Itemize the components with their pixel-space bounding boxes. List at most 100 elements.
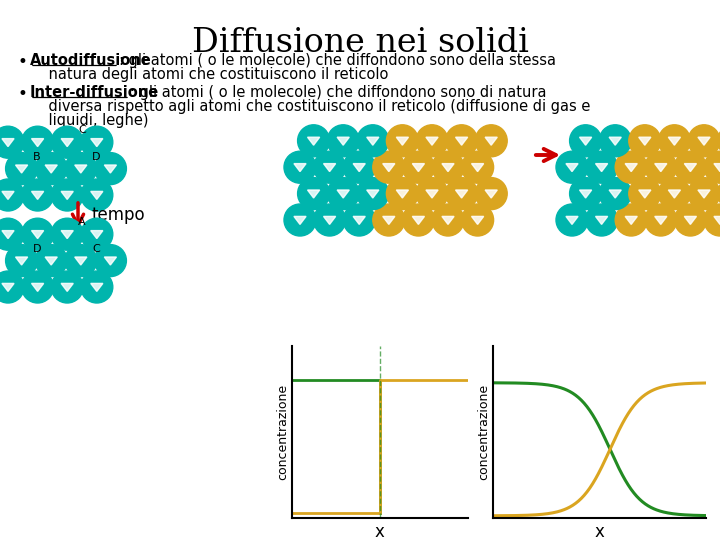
Polygon shape	[698, 137, 710, 145]
Circle shape	[446, 125, 477, 157]
Polygon shape	[32, 139, 44, 146]
Circle shape	[81, 271, 113, 303]
Circle shape	[94, 245, 127, 276]
Polygon shape	[32, 231, 44, 239]
Polygon shape	[323, 164, 336, 172]
Circle shape	[416, 178, 448, 210]
Polygon shape	[61, 191, 73, 199]
Polygon shape	[580, 137, 592, 145]
Text: Autodiffusione: Autodiffusione	[30, 53, 152, 68]
Polygon shape	[353, 164, 365, 172]
Circle shape	[35, 153, 67, 185]
Polygon shape	[104, 257, 117, 265]
Circle shape	[570, 178, 602, 210]
Polygon shape	[61, 231, 73, 239]
Polygon shape	[294, 164, 306, 172]
Circle shape	[51, 218, 84, 250]
Circle shape	[475, 125, 507, 157]
Circle shape	[658, 125, 690, 157]
Polygon shape	[91, 231, 103, 239]
Polygon shape	[383, 164, 395, 172]
Text: liquidi, leghe): liquidi, leghe)	[30, 113, 148, 128]
Circle shape	[22, 179, 53, 211]
Text: •: •	[18, 53, 28, 71]
Circle shape	[615, 204, 647, 236]
Circle shape	[357, 178, 389, 210]
Polygon shape	[485, 137, 498, 145]
Circle shape	[22, 126, 53, 158]
Circle shape	[284, 151, 316, 183]
Polygon shape	[45, 257, 58, 265]
Circle shape	[0, 179, 24, 211]
Polygon shape	[566, 164, 578, 172]
Polygon shape	[294, 217, 306, 225]
Polygon shape	[61, 139, 73, 146]
Circle shape	[314, 204, 346, 236]
Circle shape	[446, 178, 477, 210]
Polygon shape	[383, 217, 395, 225]
Circle shape	[81, 218, 113, 250]
Polygon shape	[337, 190, 349, 198]
Circle shape	[629, 125, 661, 157]
Text: Diffusione nei solidi: Diffusione nei solidi	[192, 27, 528, 59]
Circle shape	[718, 125, 720, 157]
Circle shape	[51, 271, 84, 303]
Polygon shape	[456, 137, 468, 145]
Polygon shape	[668, 137, 680, 145]
Polygon shape	[91, 284, 103, 292]
Polygon shape	[307, 137, 320, 145]
Text: D: D	[92, 152, 101, 162]
Circle shape	[65, 153, 96, 185]
Circle shape	[357, 125, 389, 157]
Circle shape	[432, 204, 464, 236]
Circle shape	[81, 179, 113, 211]
Polygon shape	[595, 164, 608, 172]
Circle shape	[402, 151, 434, 183]
Polygon shape	[413, 164, 425, 172]
Circle shape	[402, 204, 434, 236]
Circle shape	[645, 204, 677, 236]
Polygon shape	[639, 137, 651, 145]
Circle shape	[65, 245, 96, 276]
Polygon shape	[61, 284, 73, 292]
Circle shape	[387, 178, 418, 210]
Circle shape	[704, 204, 720, 236]
Circle shape	[373, 151, 405, 183]
Circle shape	[704, 151, 720, 183]
Text: natura degli atomi che costituiscono il reticolo: natura degli atomi che costituiscono il …	[30, 67, 388, 82]
Circle shape	[688, 125, 720, 157]
Polygon shape	[323, 217, 336, 225]
Text: : gli atomi ( o le molecole) che diffondono sono di natura: : gli atomi ( o le molecole) che diffond…	[130, 85, 546, 100]
Circle shape	[51, 179, 84, 211]
Text: D: D	[33, 244, 41, 254]
Polygon shape	[91, 139, 103, 146]
Polygon shape	[485, 190, 498, 198]
Polygon shape	[337, 137, 349, 145]
Text: A: A	[78, 218, 86, 227]
Polygon shape	[2, 191, 14, 199]
Circle shape	[327, 125, 359, 157]
Circle shape	[0, 126, 24, 158]
Polygon shape	[366, 137, 379, 145]
Polygon shape	[45, 165, 58, 173]
Polygon shape	[91, 191, 103, 199]
Text: Inter-diffusione: Inter-diffusione	[30, 85, 159, 100]
Circle shape	[0, 218, 24, 250]
Polygon shape	[714, 217, 720, 225]
Polygon shape	[2, 139, 14, 146]
Polygon shape	[413, 217, 425, 225]
Circle shape	[6, 245, 37, 276]
Circle shape	[629, 178, 661, 210]
Circle shape	[718, 178, 720, 210]
Circle shape	[556, 151, 588, 183]
Circle shape	[615, 151, 647, 183]
Circle shape	[0, 271, 24, 303]
Circle shape	[22, 271, 53, 303]
Circle shape	[570, 125, 602, 157]
Polygon shape	[472, 164, 484, 172]
X-axis label: x: x	[375, 523, 384, 540]
Circle shape	[675, 204, 706, 236]
Polygon shape	[396, 137, 408, 145]
Circle shape	[658, 178, 690, 210]
Polygon shape	[639, 190, 651, 198]
